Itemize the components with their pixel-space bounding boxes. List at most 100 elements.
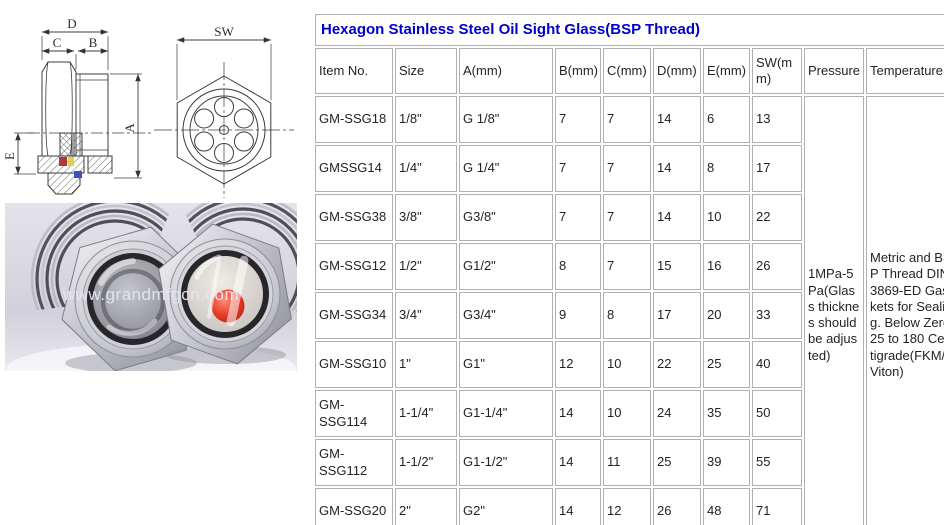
cell-item: GM-SSG20 — [315, 488, 393, 525]
cell-a: G3/8" — [459, 194, 553, 241]
table-row: GM-SSG38 3/8" G3/8" 7 7 14 10 22 — [315, 194, 944, 241]
cell-e: 6 — [703, 96, 750, 143]
side-section-view — [14, 29, 152, 195]
cell-c: 7 — [603, 194, 651, 241]
cell-e: 39 — [703, 439, 750, 486]
page-title: Hexagon Stainless Steel Oil Sight Glass(… — [315, 14, 944, 46]
product-photo: www.grandmfgcn.com — [5, 203, 297, 371]
cell-d: 25 — [653, 439, 701, 486]
col-header-pressure: Pressure — [804, 48, 864, 94]
table-row: GMSSG14 1/4" G 1/4" 7 7 14 8 17 — [315, 145, 944, 192]
cell-size: 3/4" — [395, 292, 457, 339]
cell-size: 1/8" — [395, 96, 457, 143]
watermark-text: www.grandmfgcn.com — [62, 285, 239, 304]
col-header-size: Size — [395, 48, 457, 94]
cell-a: G2" — [459, 488, 553, 525]
cell-size: 1" — [395, 341, 457, 388]
cell-e: 25 — [703, 341, 750, 388]
col-header-item: Item No. — [315, 48, 393, 94]
cell-a: G1" — [459, 341, 553, 388]
dim-label-sw: SW — [214, 24, 234, 39]
title-row: Hexagon Stainless Steel Oil Sight Glass(… — [315, 14, 944, 46]
seal-red — [59, 157, 67, 166]
cell-c: 11 — [603, 439, 651, 486]
dim-label-c: C — [53, 35, 62, 50]
col-header-c: C(mm) — [603, 48, 651, 94]
cell-d: 24 — [653, 390, 701, 437]
cell-a: G1/2" — [459, 243, 553, 290]
col-header-e: E(mm) — [703, 48, 750, 94]
dim-label-b: B — [89, 35, 98, 50]
cell-sw: 17 — [752, 145, 802, 192]
cell-size: 1-1/4" — [395, 390, 457, 437]
col-header-sw: SW(mm) — [752, 48, 802, 94]
dim-label-a: A — [122, 123, 137, 133]
cell-d: 26 — [653, 488, 701, 525]
cell-e: 20 — [703, 292, 750, 339]
col-header-b: B(mm) — [555, 48, 601, 94]
cell-sw: 22 — [752, 194, 802, 241]
cell-d: 14 — [653, 194, 701, 241]
cell-a: G 1/4" — [459, 145, 553, 192]
cell-c: 8 — [603, 292, 651, 339]
pressure-note: 1MPa-5Pa(Glass thicknes should be adjust… — [804, 96, 864, 525]
cell-c: 10 — [603, 390, 651, 437]
technical-drawing: D C B E A SW — [4, 16, 294, 198]
col-header-a: A(mm) — [459, 48, 553, 94]
cell-b: 9 — [555, 292, 601, 339]
cell-item: GMSSG14 — [315, 145, 393, 192]
col-header-temperature: Temperature — [866, 48, 944, 94]
cell-d: 14 — [653, 96, 701, 143]
cell-size: 1/4" — [395, 145, 457, 192]
seal-blue — [74, 171, 82, 178]
sight-glass-right — [158, 203, 297, 365]
temperature-note: Metric and BSP Thread DIN3869-ED Gaskets… — [866, 96, 944, 525]
cell-b: 8 — [555, 243, 601, 290]
cell-e: 48 — [703, 488, 750, 525]
cell-c: 10 — [603, 341, 651, 388]
cell-size: 1-1/2" — [395, 439, 457, 486]
cell-size: 3/8" — [395, 194, 457, 241]
cell-b: 7 — [555, 96, 601, 143]
front-hex-view — [154, 37, 294, 198]
cell-item: GM-SSG114 — [315, 390, 393, 437]
cell-e: 10 — [703, 194, 750, 241]
cell-sw: 13 — [752, 96, 802, 143]
spec-table: Hexagon Stainless Steel Oil Sight Glass(… — [313, 12, 944, 525]
cell-c: 7 — [603, 145, 651, 192]
cell-sw: 33 — [752, 292, 802, 339]
table-row: GM-SSG12 1/2" G1/2" 8 7 15 16 26 — [315, 243, 944, 290]
cell-c: 7 — [603, 243, 651, 290]
cell-e: 35 — [703, 390, 750, 437]
table-row: GM-SSG114 1-1/4" G1-1/4" 14 10 24 35 50 — [315, 390, 944, 437]
cell-c: 7 — [603, 96, 651, 143]
cell-sw: 55 — [752, 439, 802, 486]
cell-a: G3/4" — [459, 292, 553, 339]
cell-b: 14 — [555, 390, 601, 437]
cell-b: 7 — [555, 145, 601, 192]
cell-item: GM-SSG34 — [315, 292, 393, 339]
cell-a: G1-1/2" — [459, 439, 553, 486]
cell-d: 22 — [653, 341, 701, 388]
cell-sw: 50 — [752, 390, 802, 437]
col-header-d: D(mm) — [653, 48, 701, 94]
cell-b: 12 — [555, 341, 601, 388]
cell-size: 2" — [395, 488, 457, 525]
cell-sw: 26 — [752, 243, 802, 290]
cell-size: 1/2" — [395, 243, 457, 290]
header-row: Item No. Size A(mm) B(mm) C(mm) D(mm) E(… — [315, 48, 944, 94]
cell-sw: 71 — [752, 488, 802, 525]
cell-b: 14 — [555, 439, 601, 486]
dim-label-d: D — [67, 16, 76, 31]
cell-item: GM-SSG10 — [315, 341, 393, 388]
dim-label-e: E — [4, 152, 17, 160]
table-row: GM-SSG112 1-1/2" G1-1/2" 14 11 25 39 55 — [315, 439, 944, 486]
table-row: GM-SSG20 2" G2" 14 12 26 48 71 — [315, 488, 944, 525]
cell-sw: 40 — [752, 341, 802, 388]
table-row: GM-SSG10 1" G1" 12 10 22 25 40 — [315, 341, 944, 388]
cell-d: 15 — [653, 243, 701, 290]
table-row: GM-SSG18 1/8" G 1/8" 7 7 14 6 13 1MPa-5P… — [315, 96, 944, 525]
cell-d: 14 — [653, 145, 701, 192]
cell-a: G1-1/4" — [459, 390, 553, 437]
